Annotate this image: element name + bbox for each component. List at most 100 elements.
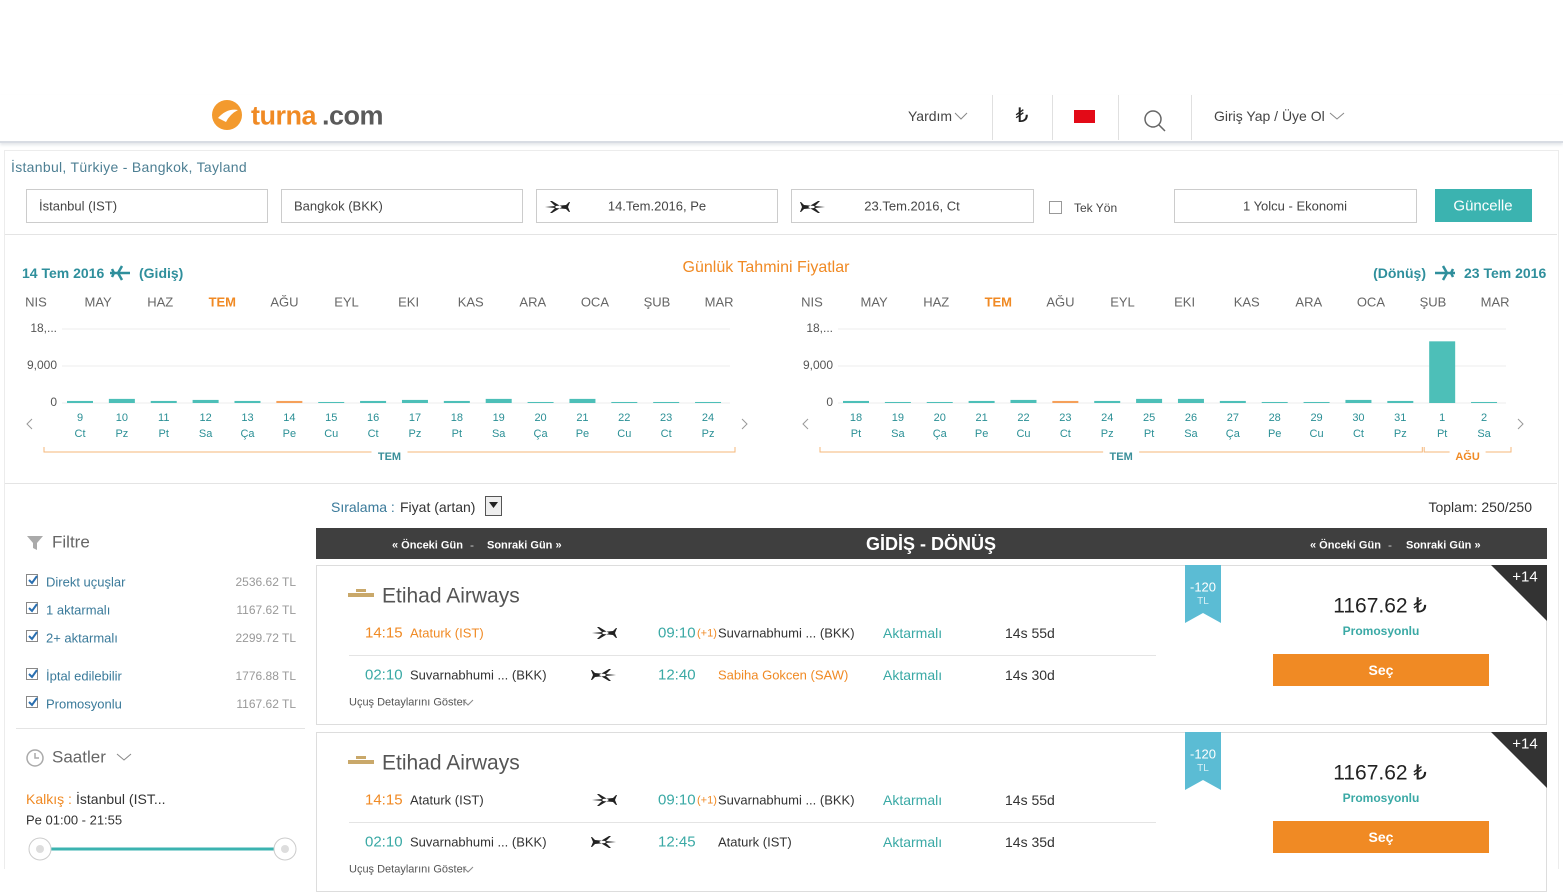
filter-label[interactable]: Promosyonlu bbox=[46, 696, 122, 712]
filter-label[interactable]: 2+ aktarmalı bbox=[46, 630, 118, 646]
currency[interactable]: ₺ bbox=[1015, 105, 1029, 127]
plane-icon bbox=[545, 201, 570, 213]
select-button[interactable] bbox=[1273, 654, 1489, 686]
prev-arrow[interactable] bbox=[802, 418, 809, 430]
y-tick-label: 0 bbox=[50, 395, 57, 409]
time-slider[interactable] bbox=[26, 834, 306, 864]
price-bar bbox=[1471, 401, 1498, 403]
plane-icon bbox=[591, 669, 616, 681]
prev-day[interactable]: « Önceki Gün bbox=[1310, 539, 1381, 552]
departure-airport: Suvarnabhumi ... (BKK) bbox=[410, 834, 547, 850]
weekday-label: Ct bbox=[1060, 428, 1071, 440]
prev-arrow[interactable] bbox=[26, 418, 33, 430]
checkbox[interactable] bbox=[26, 630, 38, 642]
weekday-label: Cu bbox=[1016, 428, 1030, 440]
select-button-label[interactable]: Seç bbox=[1368, 662, 1394, 678]
weekday-label: Pt bbox=[1144, 428, 1154, 440]
price-bar bbox=[653, 401, 680, 403]
day-label: 26 bbox=[1185, 412, 1197, 424]
month-label: ARA bbox=[519, 294, 546, 309]
month-label: HAZ bbox=[923, 294, 949, 309]
total: Toplam: 250/250 bbox=[1428, 499, 1532, 515]
checkmark bbox=[28, 603, 38, 613]
divider bbox=[5, 483, 1557, 484]
y-tick-label: 18,... bbox=[30, 321, 57, 335]
price-bar bbox=[108, 398, 135, 403]
day-label: 22 bbox=[618, 412, 630, 424]
from-input[interactable] bbox=[26, 189, 268, 223]
inbound-date: 23 Tem 2016 bbox=[1464, 265, 1547, 281]
outbound-label: (Gidiş) bbox=[139, 265, 184, 281]
discount-ribbon bbox=[1185, 732, 1221, 790]
depart-input[interactable] bbox=[536, 189, 778, 223]
passengers-input[interactable] bbox=[1174, 189, 1417, 223]
flag[interactable] bbox=[1074, 110, 1095, 123]
weekday-label: Ct bbox=[368, 428, 379, 440]
day-label: 1 bbox=[1439, 412, 1445, 424]
to-value: Bangkok (BKK) bbox=[294, 198, 383, 214]
price-bar bbox=[276, 400, 303, 403]
checkbox[interactable] bbox=[26, 602, 38, 614]
prev-day[interactable]: « Önceki Gün bbox=[392, 539, 463, 552]
day-label: 23 bbox=[660, 412, 672, 424]
one-way-label: Tek Yön bbox=[1074, 201, 1118, 215]
login-menu[interactable]: Giriş Yap / Üye Ol bbox=[1214, 108, 1325, 124]
select-button-label[interactable]: Seç bbox=[1368, 829, 1394, 845]
next-day-flag: (+1) bbox=[697, 794, 717, 807]
badge-corner bbox=[1491, 565, 1547, 621]
filter-label[interactable]: 1 aktarmalı bbox=[46, 602, 111, 618]
logo-icon[interactable] bbox=[212, 100, 244, 132]
select-button[interactable] bbox=[1273, 821, 1489, 853]
filter-label[interactable]: Direkt uçuşlar bbox=[46, 574, 126, 590]
vsep bbox=[1118, 95, 1119, 140]
times-title[interactable]: Saatler bbox=[52, 747, 106, 767]
day-label: 21 bbox=[576, 412, 588, 424]
arrival-airport: Suvarnabhumi ... (BKK) bbox=[718, 792, 855, 808]
duration: 14s 30d bbox=[1005, 667, 1055, 683]
depart-city: İstanbul (IST... bbox=[76, 791, 166, 807]
sort-value[interactable]: Fiyat (artan) bbox=[400, 499, 476, 515]
month-label: ARA bbox=[1295, 294, 1322, 309]
logo-brand[interactable]: turna bbox=[251, 100, 317, 131]
one-way-checkbox[interactable] bbox=[1049, 201, 1062, 214]
weekday-label: Pz bbox=[115, 428, 128, 440]
weekday-label: Ça bbox=[933, 428, 948, 440]
day-label: 31 bbox=[1394, 412, 1406, 424]
details-link[interactable]: Uçuş Detaylarını Göster bbox=[349, 863, 467, 876]
logo-tld[interactable]: .com bbox=[322, 100, 384, 131]
next-day[interactable]: Sonraki Gün » bbox=[487, 539, 562, 552]
update-button[interactable] bbox=[1435, 189, 1532, 222]
update-button-label[interactable]: Güncelle bbox=[1453, 197, 1513, 215]
depart-label: Kalkış : bbox=[26, 791, 72, 807]
day-label: 23 bbox=[1059, 412, 1071, 424]
plane-icon bbox=[592, 794, 617, 806]
search-icon[interactable] bbox=[1142, 108, 1168, 134]
checkbox[interactable] bbox=[26, 668, 38, 680]
arrival-time: 12:45 bbox=[658, 833, 696, 851]
filter-price: 2299.72 TL bbox=[235, 631, 297, 645]
departure-time: 02:10 bbox=[365, 833, 403, 851]
month-label: EKI bbox=[1174, 294, 1195, 309]
discount: -120 bbox=[1189, 579, 1217, 595]
price-bar bbox=[926, 401, 953, 403]
day-label: 27 bbox=[1227, 412, 1239, 424]
to-input[interactable] bbox=[281, 189, 523, 223]
help-menu[interactable]: Yardım bbox=[908, 108, 953, 124]
checkbox[interactable] bbox=[26, 696, 38, 708]
discount-ribbon bbox=[1185, 565, 1221, 623]
day-label: 18 bbox=[451, 412, 463, 424]
bracket-gap bbox=[1449, 448, 1486, 458]
filter-label[interactable]: İptal edilebilir bbox=[46, 668, 122, 684]
checkbox[interactable] bbox=[26, 574, 38, 586]
weekday-label: Pe bbox=[975, 428, 988, 440]
price-bar bbox=[1177, 398, 1204, 403]
checkmark bbox=[28, 669, 38, 679]
price-bar bbox=[695, 401, 722, 403]
price-bar bbox=[234, 400, 261, 403]
results-title: GİDİŞ - DÖNÜŞ bbox=[865, 534, 997, 554]
return-input[interactable] bbox=[791, 189, 1034, 223]
price-bar bbox=[884, 401, 911, 403]
next-day[interactable]: Sonraki Gün » bbox=[1406, 539, 1481, 552]
details-link[interactable]: Uçuş Detaylarını Göster bbox=[349, 696, 467, 709]
price-bar bbox=[1136, 398, 1163, 403]
